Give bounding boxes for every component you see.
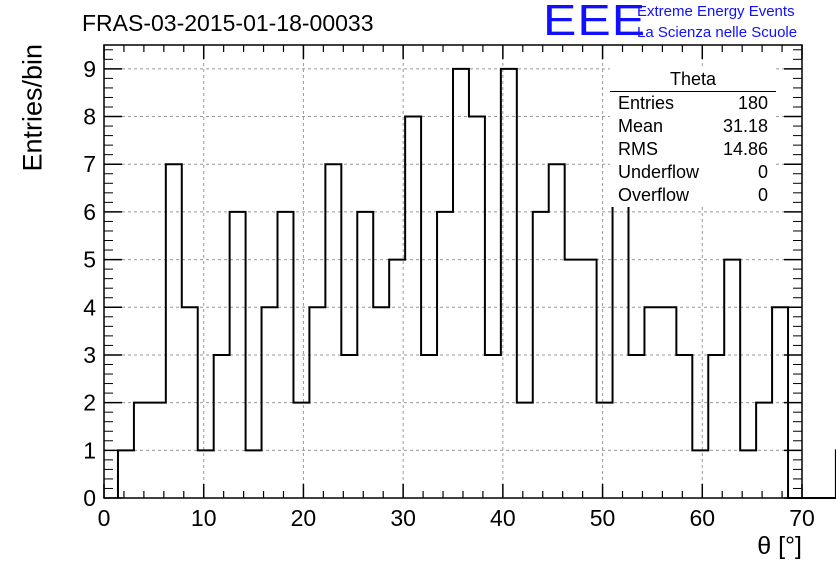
stats-row-rms: RMS 14.86 [610,138,776,161]
histogram-bin [325,164,341,498]
y-tick-label: 3 [83,342,96,368]
stats-label: RMS [618,139,658,159]
histogram-bin [437,212,453,498]
histogram-outline [116,67,836,499]
histogram-bin [166,164,182,498]
histogram-bin [740,450,756,498]
histogram-bin [262,307,278,498]
histogram-bin [501,69,517,498]
histogram-bin [549,164,565,498]
histogram-bin [118,450,134,498]
stats-value: 0 [757,185,768,205]
axis-layer: 0 10 20 30 40 50 60 70 0 1 2 3 4 5 6 7 8 9 [83,44,815,531]
stats-label: Overflow [618,185,690,205]
histogram-bin [676,355,692,498]
x-tick-label: 10 [191,505,217,531]
plot-frame [103,44,803,499]
chart-title: FRAS-03-2015-01-18-00033 [82,10,374,36]
y-tick-label: 4 [83,294,96,320]
stats-row-underflow: Underflow 0 [610,161,776,184]
y-tick-label: 2 [83,390,96,416]
histogram-bin [485,355,501,498]
histogram-bin [724,260,740,498]
histogram-bin [692,450,708,498]
y-tick-label: 5 [83,247,96,273]
stats-label: Underflow [618,162,700,182]
y-tick-label: 7 [83,151,96,177]
y-tick-label: 0 [83,485,96,511]
histogram-bin [198,450,214,498]
stats-label: Mean [618,116,664,136]
histogram-bin [389,260,405,498]
x-tick-label: 30 [390,505,416,531]
histogram-layer [116,67,836,499]
stats-box: Theta Entries 180 Mean 31.18 RMS 14.86 U… [610,68,776,207]
y-tick-label: 6 [83,199,96,225]
x-tick-label: 40 [490,505,516,531]
stats-value: 14.86 [722,139,768,159]
histogram-bin [341,355,357,498]
histogram-bin [421,355,437,498]
logo-line-2: La Scienza nelle Scuole [637,24,798,41]
histogram-bin [565,260,581,498]
stats-row-overflow: Overflow 0 [610,184,776,207]
histogram-bin [708,355,724,498]
x-tick-label: 0 [98,505,111,531]
stats-value: 180 [737,93,768,113]
histogram-bin [628,355,644,498]
y-tick-label: 9 [83,56,96,82]
histogram-bin [246,450,262,498]
histogram-bin [293,403,309,498]
stats-value: 0 [757,162,768,182]
stats-row-mean: Mean 31.18 [610,115,776,138]
histogram-bin [533,212,549,498]
y-tick-label: 1 [83,437,96,463]
x-axis-label: θ [°] [757,532,802,560]
stats-title: Theta [610,68,776,92]
histogram-bin [214,355,230,498]
x-tick-label: 20 [291,505,317,531]
y-tick-label: 8 [83,104,96,130]
stats-row-entries: Entries 180 [610,92,776,115]
stats-value: 31.18 [722,116,768,136]
stats-label: Entries [618,93,675,113]
x-tick-label: 50 [590,505,616,531]
histogram-bin [581,260,597,498]
x-tick-label: 70 [789,505,815,531]
histogram-bin [453,69,469,498]
eee-logo: EEE [543,0,647,45]
x-tick-label: 60 [689,505,715,531]
y-axis-label: Entries/bin [17,43,48,172]
logo-line-1: Extreme Energy Events [637,3,795,20]
